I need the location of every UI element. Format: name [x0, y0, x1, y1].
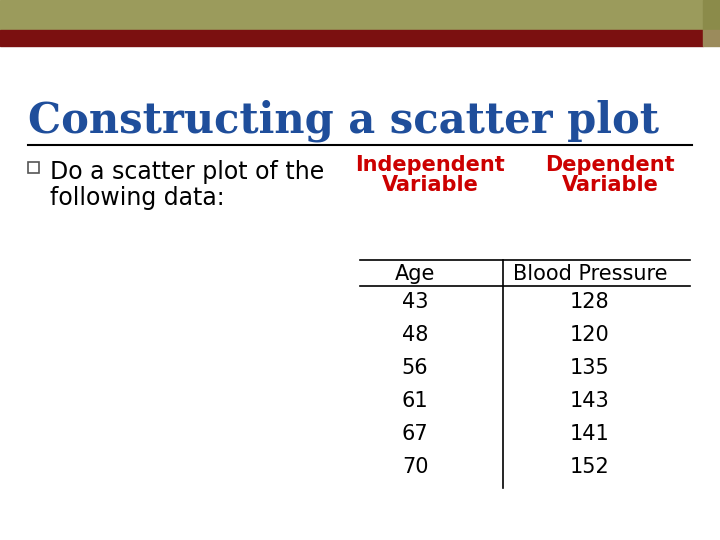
Text: Variable: Variable — [562, 175, 658, 195]
Text: Dependent: Dependent — [545, 155, 675, 175]
Text: 70: 70 — [402, 457, 428, 477]
Bar — [0, 0, 703, 30]
Bar — [703, 30, 720, 46]
Text: 143: 143 — [570, 391, 610, 411]
Text: 135: 135 — [570, 358, 610, 378]
Text: 56: 56 — [402, 358, 428, 378]
Text: Age: Age — [395, 264, 435, 284]
Text: 67: 67 — [402, 424, 428, 444]
Bar — [703, 0, 720, 30]
Text: Do a scatter plot of the: Do a scatter plot of the — [50, 160, 324, 184]
Text: Blood Pressure: Blood Pressure — [513, 264, 667, 284]
Text: 128: 128 — [570, 292, 610, 312]
Text: 61: 61 — [402, 391, 428, 411]
Text: 43: 43 — [402, 292, 428, 312]
Text: Variable: Variable — [382, 175, 478, 195]
Bar — [0, 30, 703, 46]
Text: following data:: following data: — [50, 186, 225, 210]
Text: Independent: Independent — [355, 155, 505, 175]
Text: 120: 120 — [570, 325, 610, 345]
Bar — [28, 162, 39, 173]
Text: 152: 152 — [570, 457, 610, 477]
Text: 141: 141 — [570, 424, 610, 444]
Text: 48: 48 — [402, 325, 428, 345]
Text: Constructing a scatter plot: Constructing a scatter plot — [28, 100, 659, 143]
